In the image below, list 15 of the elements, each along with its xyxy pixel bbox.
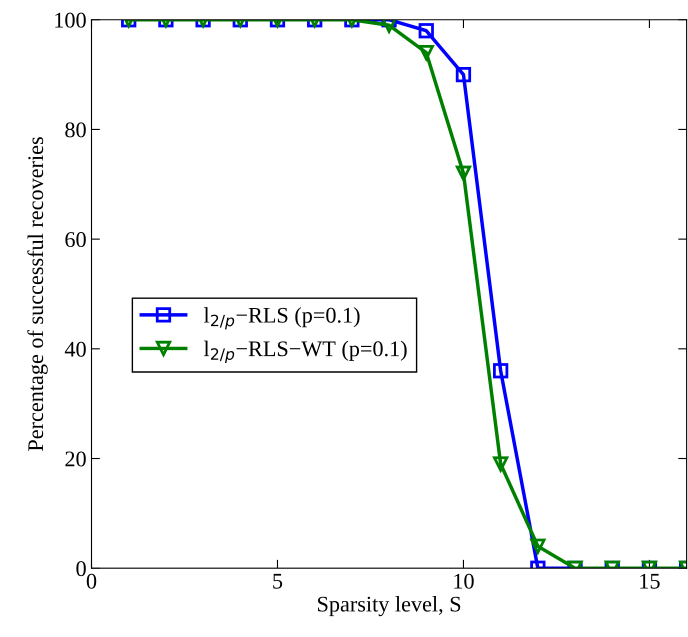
x-tick-label: 10 [454,574,474,589]
y-tick-label: 40 [64,342,86,357]
legend-label: l$_{2/p}$−RLS−WT (p=0.1) [204,340,407,363]
y-tick-label: 0 [76,561,86,576]
y-tick-label: 100 [55,12,86,28]
x-tick-label: 5 [273,574,282,589]
x-tick-label: 15 [640,574,660,589]
y-axis-title: Percentage of successful recoveries [27,137,48,451]
y-tick-label: 60 [65,232,86,248]
x-tick-label: 0 [86,574,96,589]
x-axis-title: Sparsity level, S [318,596,460,616]
legend-label: l$_{2/p}$−RLS (p=0.1) [204,307,360,330]
y-tick-label: 20 [65,451,86,466]
point [493,363,508,378]
y-tick-label: 80 [65,122,86,138]
